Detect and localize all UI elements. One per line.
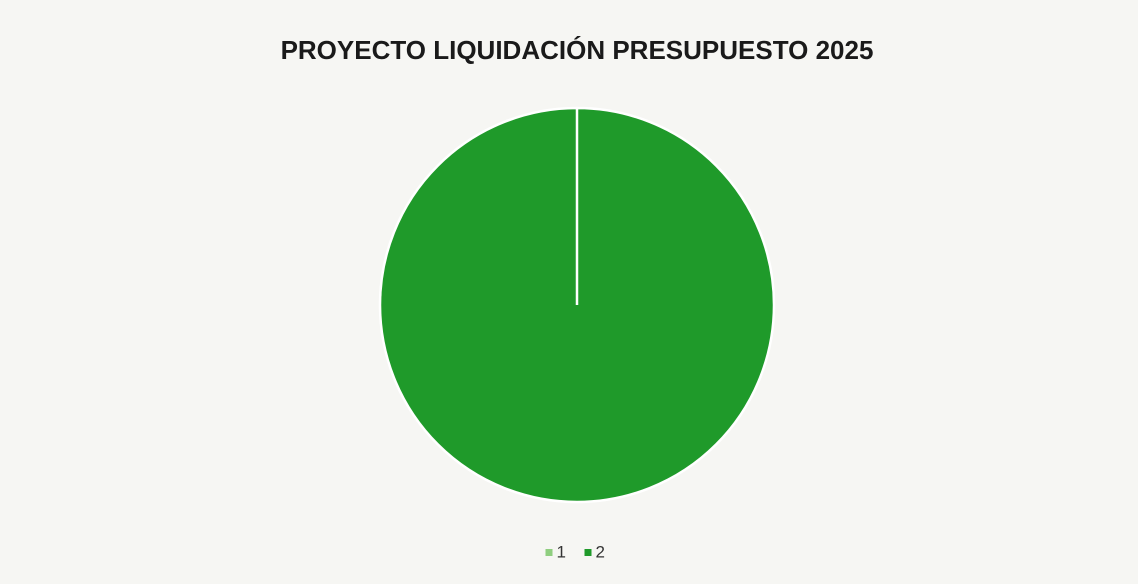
chart-title: PROYECTO LIQUIDACIÓN PRESUPUESTO 2025 xyxy=(281,35,874,65)
legend-label: 2 xyxy=(596,542,605,561)
legend-label: 1 xyxy=(557,542,566,561)
pie-slice xyxy=(378,106,776,504)
legend-swatch xyxy=(584,549,592,556)
legend-swatch xyxy=(545,549,553,556)
